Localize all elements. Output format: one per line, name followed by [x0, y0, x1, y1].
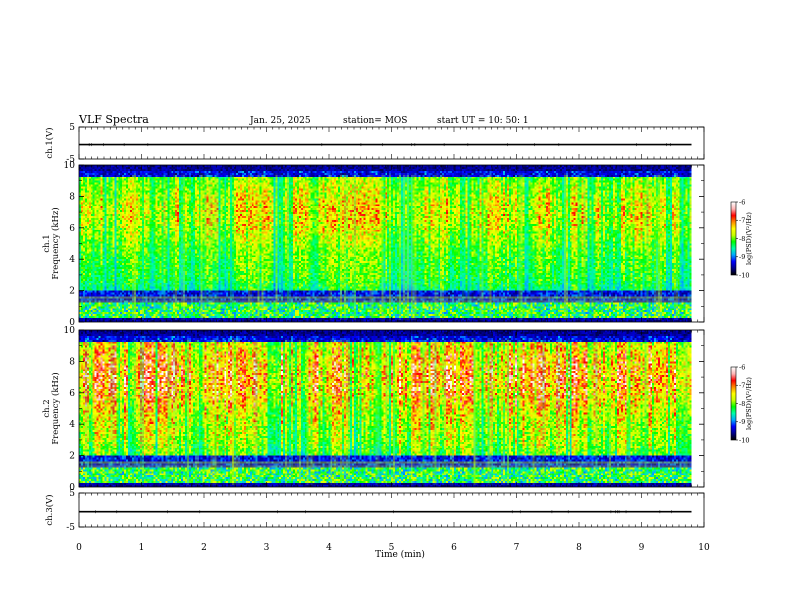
axis-labels: ch.1(V)ch.1 Frequency (kHz)ch.2 Frequency …: [42, 127, 61, 525]
colorbar-label: log(PSD)(V²/Hz): [745, 212, 753, 265]
spectrogram-images: [79, 165, 692, 487]
date-label: Jan. 25, 2025: [249, 116, 311, 126]
colorbar-label: log(PSD)(V²/Hz): [745, 377, 753, 430]
x-tick-label: 8: [576, 543, 582, 553]
colorbar-tick-label: -8: [739, 400, 745, 408]
x-tick-label: 7: [514, 543, 520, 553]
station-label: station= MOS: [343, 116, 407, 126]
y-tick-label: 8: [69, 357, 75, 367]
x-tick-label: 10: [698, 543, 710, 553]
y-tick-label: 0: [69, 318, 75, 328]
y-tick-label: 5: [69, 489, 75, 499]
waveform-traces: [79, 143, 692, 514]
y-tick-label: 6: [69, 224, 75, 234]
x-axis-label: Time (min): [375, 549, 425, 560]
colorbar-tick-label: -6: [739, 198, 745, 206]
y-tick-label: 4: [69, 420, 75, 430]
y-tick-label: 6: [69, 389, 75, 399]
colorbar-ch1-spectrogram: [731, 202, 736, 275]
y-axis-label: ch.2: [42, 399, 52, 417]
spectrogram-ch2-spectrogram: [79, 330, 692, 487]
y-tick-label: 8: [69, 192, 75, 202]
x-tick-label: 1: [139, 543, 145, 553]
colorbar-tick-label: -9: [739, 253, 745, 261]
x-tick-label: 5: [389, 543, 395, 553]
colorbar-tick-label: -9: [739, 418, 745, 426]
x-tick-label: 4: [326, 543, 332, 553]
y-tick-label: 2: [69, 452, 75, 462]
y-axis-label: Frequency (kHz): [50, 207, 61, 279]
x-tick-label: 3: [264, 543, 270, 553]
start-ut-label: start UT = 10: 50: 1: [437, 116, 529, 126]
x-tick-label: 6: [451, 543, 457, 553]
panel-frame-ch3-waveform: [78, 492, 705, 528]
x-tick-label: 0: [76, 543, 82, 553]
y-axis-label: ch.1(V): [44, 127, 55, 158]
colorbar-tick-label: -10: [739, 271, 749, 279]
figure-title: VLF Spectra: [78, 113, 149, 126]
colorbar-tick-label: -7: [739, 217, 745, 225]
colorbar-tick-label: -8: [739, 235, 745, 243]
y-tick-label: -5: [66, 155, 75, 165]
y-tick-label: 5: [69, 123, 75, 133]
y-axis-label: ch.3(V): [44, 494, 55, 525]
colorbar-tick-label: -6: [739, 363, 745, 371]
colorbar-tick-label: -7: [739, 382, 745, 390]
y-tick-label: 10: [64, 326, 76, 336]
y-axis-label: ch.1: [42, 234, 52, 252]
x-tick-label: 9: [639, 543, 645, 553]
y-tick-label: 10: [64, 161, 76, 171]
colorbars: -6-7-8-9-10log(PSD)(V²/Hz)-6-7-8-9-10log…: [730, 198, 753, 444]
y-tick-label: 4: [69, 255, 75, 265]
y-tick-label: 0: [69, 483, 75, 493]
colorbar-tick-label: -10: [739, 436, 749, 444]
y-axis-label: Frequency (kHz): [50, 372, 61, 444]
x-tick-label: 2: [201, 543, 207, 553]
colorbar-ch2-spectrogram: [731, 367, 736, 440]
y-tick-label: 2: [69, 287, 75, 297]
spectrogram-ch1-spectrogram: [79, 165, 692, 322]
y-tick-label: -5: [66, 523, 75, 533]
